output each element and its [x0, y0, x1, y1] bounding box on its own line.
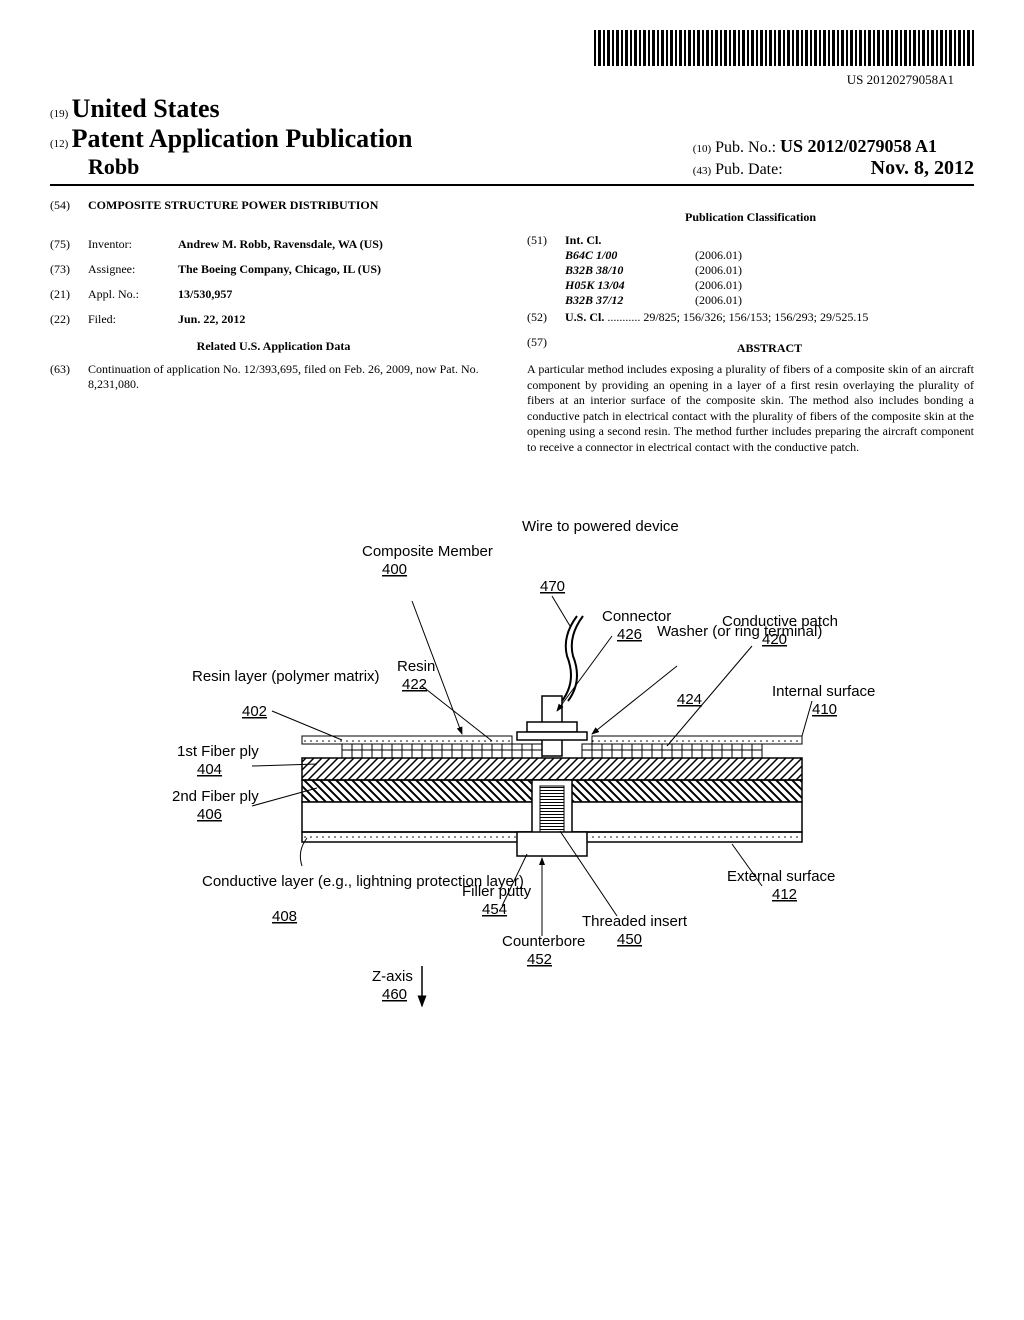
- svg-text:Composite Member: Composite Member: [362, 543, 493, 560]
- svg-text:2nd Fiber ply: 2nd Fiber ply: [172, 788, 259, 805]
- intcl-code: (51): [527, 233, 565, 308]
- svg-text:404: 404: [197, 761, 222, 778]
- svg-text:Internal surface: Internal surface: [772, 683, 875, 700]
- svg-text:420: 420: [762, 631, 787, 648]
- title-code: (54): [50, 198, 88, 227]
- filed-label: Filed:: [88, 312, 178, 327]
- intcl-label: Int. Cl.: [565, 233, 974, 248]
- left-column: (54) COMPOSITE STRUCTURE POWER DISTRIBUT…: [50, 198, 497, 456]
- header-row: (19) United States (12) Patent Applicati…: [50, 94, 974, 180]
- abstract-code: (57): [527, 335, 565, 362]
- svg-text:Counterbore: Counterbore: [502, 933, 585, 950]
- svg-text:422: 422: [402, 676, 427, 693]
- barcode-area: US 20120279058A1: [50, 30, 974, 88]
- svg-text:450: 450: [617, 931, 642, 948]
- related-heading: Related U.S. Application Data: [50, 339, 497, 354]
- code-43: (43): [693, 165, 711, 177]
- abstract-body: A particular method includes exposing a …: [527, 362, 974, 456]
- pub-date-value: Nov. 8, 2012: [871, 157, 974, 179]
- svg-text:Z-axis: Z-axis: [372, 968, 413, 985]
- svg-text:470: 470: [540, 578, 565, 595]
- svg-text:Filler putty: Filler putty: [462, 883, 532, 900]
- continuation-code: (63): [50, 362, 88, 392]
- svg-text:424: 424: [677, 691, 702, 708]
- code-10: (10): [693, 143, 711, 155]
- separator-line: [50, 184, 974, 186]
- svg-text:400: 400: [382, 561, 407, 578]
- inventor-value: Andrew M. Robb, Ravensdale, WA (US): [178, 237, 497, 252]
- classification-heading: Publication Classification: [527, 210, 974, 225]
- header-left: (19) United States (12) Patent Applicati…: [50, 94, 413, 180]
- intcl-row: H05K 13/04(2006.01): [565, 278, 974, 293]
- svg-text:Threaded insert: Threaded insert: [582, 913, 688, 930]
- abstract-heading: ABSTRACT: [565, 341, 974, 356]
- assignee-code: (73): [50, 262, 88, 277]
- appl-value: 13/530,957: [178, 287, 497, 302]
- svg-text:1st Fiber ply: 1st Fiber ply: [177, 743, 259, 760]
- right-column: Publication Classification (51) Int. Cl.…: [527, 198, 974, 456]
- barcode: [594, 30, 974, 66]
- svg-text:460: 460: [382, 986, 407, 1003]
- header-right: (10) Pub. No.: US 2012/0279058 A1 (43) P…: [693, 136, 974, 180]
- assignee-value: The Boeing Company, Chicago, IL (US): [178, 262, 497, 277]
- svg-text:454: 454: [482, 901, 507, 918]
- code-19: (19): [50, 108, 68, 120]
- svg-text:Resin: Resin: [397, 658, 435, 675]
- patent-figure: Composite Member 400 Wire to powered dev…: [122, 486, 902, 1046]
- figure-area: Composite Member 400 Wire to powered dev…: [50, 486, 974, 1050]
- uscl-code: (52): [527, 310, 565, 325]
- svg-text:External surface: External surface: [727, 868, 835, 885]
- assignee-label: Assignee:: [88, 262, 178, 277]
- code-12: (12): [50, 138, 68, 150]
- svg-text:410: 410: [812, 701, 837, 718]
- composite-layers: [302, 616, 802, 856]
- intcl-row: B64C 1/00(2006.01): [565, 248, 974, 263]
- svg-text:452: 452: [527, 951, 552, 968]
- svg-text:Resin layer (polymer matrix): Resin layer (polymer matrix): [192, 668, 380, 685]
- svg-text:426: 426: [617, 626, 642, 643]
- publication-type: Patent Application Publication: [72, 124, 413, 153]
- inventor-header-line: Robb: [88, 154, 413, 180]
- filed-code: (22): [50, 312, 88, 327]
- svg-text:Wire to powered device: Wire to powered device: [522, 518, 679, 535]
- inventor-code: (75): [50, 237, 88, 252]
- filed-value: Jun. 22, 2012: [178, 312, 497, 327]
- uscl-value: U.S. Cl. ........... 29/825; 156/326; 15…: [565, 310, 974, 325]
- svg-text:Conductive patch: Conductive patch: [722, 613, 838, 630]
- intcl-row: B32B 37/12(2006.01): [565, 293, 974, 308]
- inventor-label: Inventor:: [88, 237, 178, 252]
- pub-date-label: Pub. Date:: [715, 161, 783, 178]
- svg-text:408: 408: [272, 908, 297, 925]
- svg-text:402: 402: [242, 703, 267, 720]
- continuation-text: Continuation of application No. 12/393,6…: [88, 362, 497, 392]
- appl-code: (21): [50, 287, 88, 302]
- appl-label: Appl. No.:: [88, 287, 178, 302]
- pub-number-top: US 20120279058A1: [50, 72, 974, 88]
- pub-no-value: US 2012/0279058 A1: [780, 136, 937, 156]
- pub-no-label: Pub. No.:: [715, 139, 776, 156]
- svg-text:406: 406: [197, 806, 222, 823]
- country-name: United States: [72, 94, 220, 123]
- invention-title: COMPOSITE STRUCTURE POWER DISTRIBUTION: [88, 198, 497, 213]
- intcl-row: B32B 38/10(2006.01): [565, 263, 974, 278]
- bibliographic-columns: (54) COMPOSITE STRUCTURE POWER DISTRIBUT…: [50, 198, 974, 456]
- svg-text:412: 412: [772, 886, 797, 903]
